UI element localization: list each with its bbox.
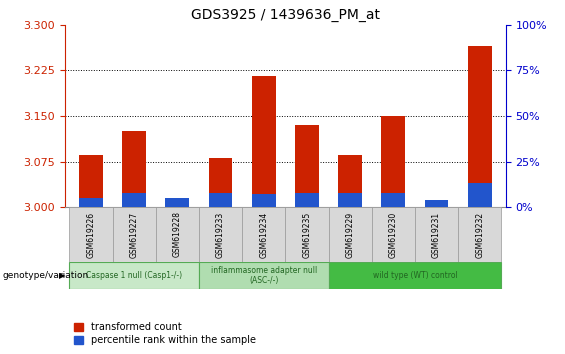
Bar — [166, 198, 189, 207]
Bar — [425, 201, 449, 207]
Text: GSM619233: GSM619233 — [216, 211, 225, 258]
Bar — [372, 207, 415, 262]
Bar — [338, 193, 362, 207]
Text: GSM619229: GSM619229 — [346, 211, 355, 258]
Bar — [295, 193, 319, 207]
Bar — [381, 116, 405, 207]
Bar — [69, 262, 199, 289]
Text: GSM619232: GSM619232 — [475, 211, 484, 258]
Bar — [69, 207, 112, 262]
Bar — [199, 262, 328, 289]
Bar — [166, 198, 189, 207]
Text: inflammasome adapter null
(ASC-/-): inflammasome adapter null (ASC-/-) — [211, 266, 317, 285]
Bar — [415, 207, 458, 262]
Bar — [242, 207, 285, 262]
Title: GDS3925 / 1439636_PM_at: GDS3925 / 1439636_PM_at — [191, 8, 380, 22]
Text: Caspase 1 null (Casp1-/-): Caspase 1 null (Casp1-/-) — [86, 271, 182, 280]
Bar — [338, 155, 362, 207]
Bar — [208, 159, 232, 207]
Bar — [328, 207, 372, 262]
Bar — [252, 194, 276, 207]
Text: genotype/variation: genotype/variation — [3, 271, 89, 280]
Text: GSM619228: GSM619228 — [173, 211, 182, 257]
Bar — [252, 76, 276, 207]
Bar — [468, 46, 492, 207]
Bar — [425, 200, 449, 207]
Text: GSM619227: GSM619227 — [129, 211, 138, 258]
Bar — [458, 207, 501, 262]
Bar — [285, 207, 328, 262]
Legend: transformed count, percentile rank within the sample: transformed count, percentile rank withi… — [70, 319, 260, 349]
Bar — [112, 207, 156, 262]
Bar — [468, 183, 492, 207]
Bar — [122, 131, 146, 207]
Text: GSM619234: GSM619234 — [259, 211, 268, 258]
Bar — [79, 198, 103, 207]
Bar — [79, 155, 103, 207]
Bar — [122, 193, 146, 207]
Bar — [295, 125, 319, 207]
Text: GSM619231: GSM619231 — [432, 211, 441, 258]
Bar — [381, 193, 405, 207]
Bar — [156, 207, 199, 262]
Bar — [328, 262, 501, 289]
Text: wild type (WT) control: wild type (WT) control — [372, 271, 457, 280]
Text: GSM619235: GSM619235 — [302, 211, 311, 258]
Text: GSM619230: GSM619230 — [389, 211, 398, 258]
Bar — [199, 207, 242, 262]
Bar — [208, 193, 232, 207]
Text: ▶: ▶ — [59, 271, 66, 280]
Text: GSM619226: GSM619226 — [86, 211, 95, 258]
